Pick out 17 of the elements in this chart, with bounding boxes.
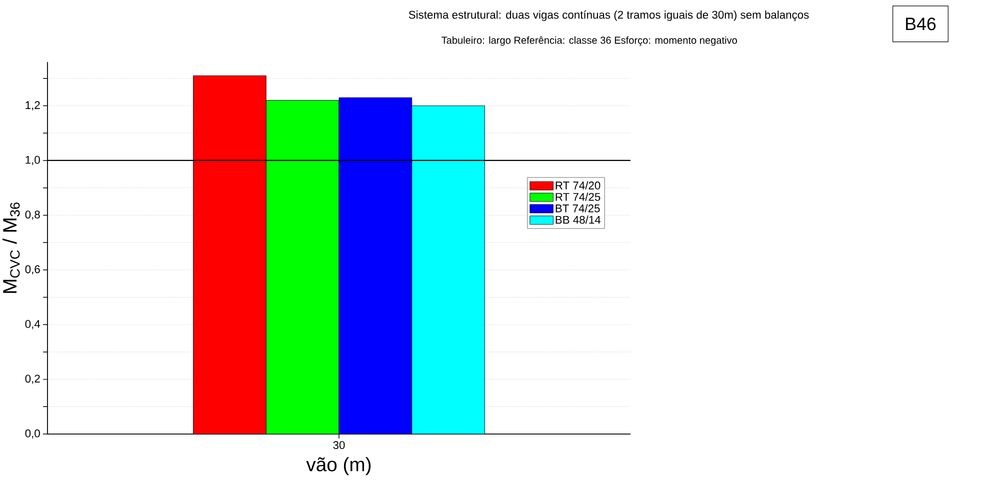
legend-label: RT 74/25 (556, 192, 600, 201)
y-tick-label: 0,6 (25, 265, 40, 275)
y-tick-label: 0,8 (25, 210, 40, 220)
legend-label: BB 48/14 (556, 216, 601, 224)
legend-label: BT 74/25 (556, 204, 600, 212)
text: B46 (906, 18, 936, 30)
y-tick-label: 1,0 (26, 156, 40, 166)
legend-label: RT 74/20 (556, 181, 600, 190)
chart-subtitle: Tabuleiro: largo Referência: classe 36 Esforço: momento negativo (442, 36, 737, 46)
y-tick-label: 0,2 (25, 374, 40, 384)
x-axis-title: vão (m) (306, 457, 371, 476)
y-tick-label: 1,2 (26, 101, 40, 111)
y-tick-label: 0,0 (25, 430, 40, 439)
y-axis-title: M$_{CVC}$ / M$_{36}$ (2, 202, 20, 293)
y-tick-label: 0,4 (25, 320, 40, 330)
x-tick-label: 30 (333, 441, 345, 450)
chart-title: Sistema estrutural: duas vigas contínuas (2 tramos iguais de 30m) sem balanços (408, 10, 809, 22)
